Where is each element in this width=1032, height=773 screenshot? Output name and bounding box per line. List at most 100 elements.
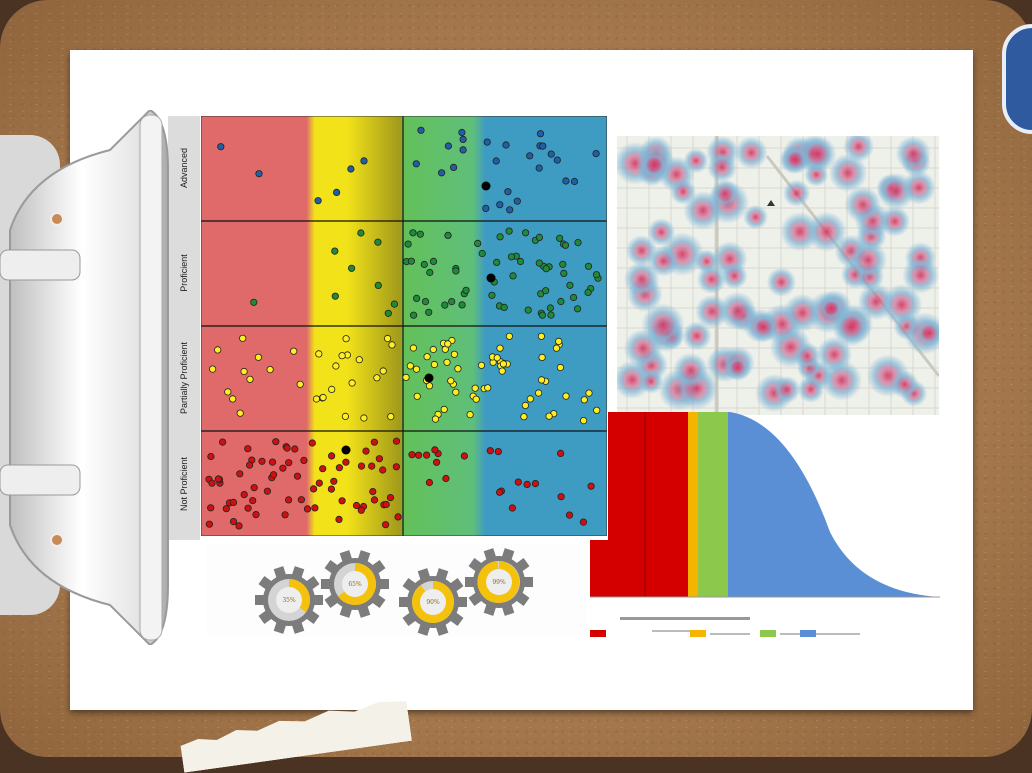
data-point <box>235 522 243 530</box>
data-point <box>496 344 504 352</box>
data-point <box>392 437 401 445</box>
legend-text-blur <box>820 633 860 635</box>
data-point <box>579 416 588 425</box>
data-point <box>509 272 517 280</box>
data-point <box>450 350 458 358</box>
data-point <box>426 268 434 277</box>
data-point <box>471 384 479 392</box>
gear-percent-label: 65% <box>348 581 362 588</box>
data-point <box>413 294 421 302</box>
data-point <box>580 396 588 404</box>
data-point <box>252 510 260 519</box>
data-point <box>357 506 365 514</box>
heat-spot <box>749 312 779 342</box>
data-point <box>369 487 377 496</box>
data-point <box>593 406 601 414</box>
data-point <box>331 292 339 300</box>
data-point <box>429 257 438 265</box>
data-point <box>538 353 546 361</box>
heat-spot <box>673 352 709 389</box>
heat-spot <box>783 293 822 332</box>
data-point <box>478 249 486 258</box>
data-point <box>521 401 529 409</box>
data-point <box>459 135 467 143</box>
data-point <box>368 462 376 470</box>
data-point <box>296 380 304 388</box>
data-point <box>474 239 482 248</box>
data-point <box>444 340 452 348</box>
data-point <box>542 265 550 273</box>
heat-spot <box>828 153 868 193</box>
data-point <box>486 447 494 455</box>
data-point <box>545 412 553 420</box>
gear-tooth <box>457 597 467 607</box>
data-point <box>506 206 514 214</box>
data-point <box>409 229 417 237</box>
data-point <box>450 163 458 172</box>
axis-title-blur <box>620 617 750 620</box>
data-point <box>290 347 298 355</box>
data-point <box>454 365 462 373</box>
gear-icon: 90% <box>399 568 467 636</box>
data-point <box>466 410 474 419</box>
data-point <box>374 238 382 246</box>
data-point <box>240 490 248 499</box>
data-point <box>555 234 564 242</box>
legend-text-blur <box>652 630 702 632</box>
heat-spot <box>623 261 660 297</box>
data-point <box>319 465 327 473</box>
heatmap-map <box>617 136 939 415</box>
data-point <box>502 141 510 149</box>
data-point <box>592 149 600 158</box>
data-point <box>412 365 421 373</box>
data-point <box>438 169 446 177</box>
heat-spot <box>797 376 825 403</box>
data-point <box>236 470 244 478</box>
heat-spot <box>821 360 863 401</box>
data-point <box>300 456 308 464</box>
heat-spot <box>670 178 697 205</box>
data-point <box>362 447 370 455</box>
data-point <box>415 451 423 459</box>
gear-icon: 35% <box>255 566 323 634</box>
data-point <box>410 311 418 319</box>
data-point <box>285 496 293 504</box>
data-point <box>546 304 554 312</box>
data-point <box>205 520 213 528</box>
gear-tooth <box>399 597 409 607</box>
heat-spot <box>902 256 939 294</box>
data-point <box>338 497 346 505</box>
gear-center <box>276 587 302 613</box>
data-point <box>553 156 561 164</box>
data-point <box>384 334 392 343</box>
gear-icon: 65% <box>321 550 389 618</box>
data-point <box>547 150 555 158</box>
data-point <box>244 445 252 453</box>
data-point <box>388 341 396 349</box>
data-point <box>557 297 565 306</box>
data-point <box>386 493 395 502</box>
heat-spot <box>721 262 748 290</box>
data-point <box>268 458 277 466</box>
data-point <box>291 445 299 453</box>
heat-spot <box>682 321 712 351</box>
data-point <box>283 444 291 452</box>
data-point <box>443 358 451 366</box>
data-point <box>477 361 486 369</box>
data-point <box>249 496 257 505</box>
mean-point <box>341 445 351 455</box>
heat-spot <box>806 211 847 252</box>
data-point <box>537 332 545 340</box>
distribution-svg <box>590 412 940 637</box>
legend-swatch <box>590 630 606 637</box>
scatter-plot-area <box>201 116 607 536</box>
row-label-text: Not Proficient <box>179 456 189 511</box>
heat-spot <box>793 342 821 370</box>
data-point <box>523 480 531 488</box>
corner-badge <box>1002 24 1032 134</box>
data-point <box>209 365 217 373</box>
gear-percent-label: 99% <box>492 579 506 586</box>
data-point <box>425 382 434 390</box>
row-label-proficient: Proficient <box>168 220 200 325</box>
data-point <box>308 439 316 447</box>
